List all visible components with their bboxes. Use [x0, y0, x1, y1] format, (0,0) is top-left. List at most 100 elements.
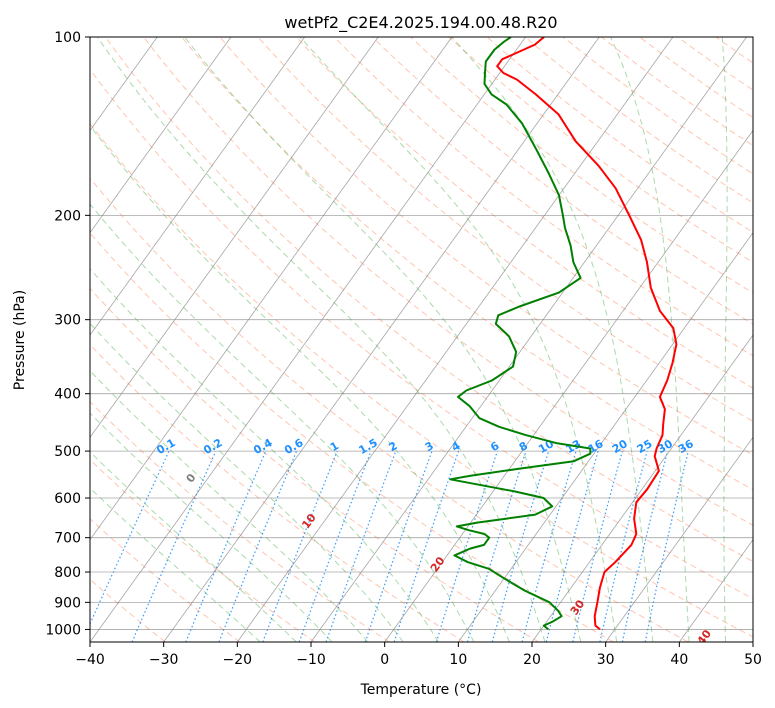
- moist-adiabat: [90, 124, 510, 642]
- mixing-ratio-label: 8: [517, 439, 530, 454]
- mixing-ratio-line: [218, 450, 298, 642]
- dry-adiabat: [143, 37, 753, 526]
- y-tick-label: 1000: [45, 622, 81, 638]
- mixing-ratio-line: [572, 450, 623, 642]
- temperature-profile: [496, 37, 678, 631]
- x-axis-label: Temperature (°C): [360, 682, 482, 698]
- moist-adiabat: [90, 268, 439, 642]
- x-tick-label: 30: [597, 652, 615, 668]
- y-tick-label: 400: [54, 387, 81, 403]
- isotherm: [90, 37, 526, 642]
- x-axis: −40 −30 −20 −10 0 10 20 30 40 50: [75, 642, 762, 668]
- mixing-ratio-line: [644, 450, 689, 642]
- mixing-ratio-label: 0.6: [282, 436, 306, 457]
- mixing-ratio-line: [185, 450, 267, 642]
- dry-adiabat: [90, 68, 753, 600]
- dry-adiabat: [754, 37, 775, 642]
- dry-adiabat: [90, 458, 315, 642]
- mixing-ratio-line: [466, 450, 527, 642]
- isotherm: [90, 37, 379, 439]
- dry-adiabat: [104, 37, 753, 563]
- y-tick-label: 200: [54, 208, 81, 224]
- y-tick-label: 700: [54, 531, 81, 547]
- moist-adiabat: [90, 370, 369, 642]
- mixing-ratio-line: [131, 450, 217, 642]
- moist-adiabat: [96, 37, 546, 642]
- moist-adiabat: [90, 451, 297, 642]
- mixing-ratio-line: [621, 450, 669, 642]
- mixing-ratio-line: [599, 450, 648, 642]
- isotherm: [90, 37, 232, 234]
- x-tick-label: 50: [744, 652, 762, 668]
- isotherm: [679, 539, 753, 642]
- isotherm: [310, 37, 747, 642]
- mixing-ratio-line: [491, 450, 550, 642]
- y-axis: 100 200 300 400 500 600 700 800 900 1000: [45, 30, 90, 638]
- isotherm: [458, 232, 753, 642]
- isotherm: [384, 129, 753, 642]
- moist-adiabat: [721, 37, 728, 642]
- dry-adiabat: [486, 37, 753, 233]
- y-axis-label: Pressure (hPa): [12, 290, 28, 390]
- dry-adiabat: [601, 37, 753, 147]
- isotherm: [605, 436, 753, 642]
- mixing-ratio-line: [90, 450, 170, 626]
- dry-adiabat: [524, 37, 753, 204]
- x-tick-label: 20: [523, 652, 541, 668]
- dry-adiabat: [90, 122, 753, 638]
- dry-adiabat: [372, 37, 753, 325]
- mixing-ratio-label: 16: [586, 437, 606, 456]
- y-tick-label: 900: [54, 595, 81, 611]
- y-tick-label: 600: [54, 491, 81, 507]
- x-tick-label: −10: [296, 652, 326, 668]
- mixing-ratio-label: 1: [328, 439, 341, 454]
- mixing-ratio-label: 3: [423, 439, 436, 454]
- dry-adiabat: [639, 37, 753, 119]
- dry-adiabat-label: 40: [695, 627, 715, 647]
- chart-title: wetPf2_C2E4.2025.194.00.48.R20: [284, 13, 557, 33]
- isotherm: [90, 37, 305, 336]
- y-tick-label: 800: [54, 565, 81, 581]
- dry-adiabat: [90, 287, 540, 642]
- moist-adiabat: [90, 203, 475, 642]
- moist-adiabat: [451, 37, 654, 642]
- dry-adiabat: [257, 37, 753, 422]
- dry-adiabat-label: 0: [184, 471, 199, 485]
- dry-adiabat: [90, 177, 689, 642]
- mixing-ratio-line: [545, 450, 599, 642]
- dewpoint-profile: [449, 37, 592, 631]
- y-tick-label: 500: [54, 444, 81, 460]
- dry-adiabat: [90, 343, 465, 642]
- x-tick-label: −40: [75, 652, 105, 668]
- y-tick-label: 100: [54, 30, 81, 46]
- isotherm: [163, 37, 600, 642]
- dry-adiabat-label: 20: [428, 554, 448, 574]
- dry-adiabat: [181, 37, 753, 491]
- mixing-ratio-label: 25: [635, 437, 655, 456]
- mixing-ratio-label: 4: [449, 439, 462, 454]
- isotherm: [531, 334, 753, 642]
- mixing-ratio-label: 0.4: [251, 436, 275, 457]
- mixing-ratio-line: [325, 450, 397, 642]
- dry-adiabat: [715, 37, 753, 64]
- dry-adiabat: [333, 37, 753, 357]
- dry-adiabat: [90, 400, 390, 642]
- mixing-ratio-line: [262, 450, 338, 642]
- dry-adiabat: [295, 37, 753, 389]
- mixing-ratio-line: [298, 450, 372, 642]
- moist-adiabat: [299, 37, 618, 642]
- x-tick-label: 0: [380, 652, 389, 668]
- plot-area: -100-90-80-70-60-50-40-30-20-10010203040…: [0, 37, 775, 647]
- dry-adiabat-label: -10: [71, 423, 93, 447]
- mixing-ratio-line: [435, 450, 498, 642]
- x-tick-label: −20: [223, 652, 253, 668]
- isotherm: [0, 37, 10, 642]
- x-tick-label: 40: [670, 652, 688, 668]
- mixing-ratio-line: [364, 450, 433, 642]
- x-tick-label: 10: [449, 652, 467, 668]
- dry-adiabat: [90, 518, 241, 642]
- mixing-ratio-label: 1.5: [357, 436, 380, 457]
- moist-adiabat: [90, 487, 261, 642]
- dry-adiabat: [90, 232, 614, 642]
